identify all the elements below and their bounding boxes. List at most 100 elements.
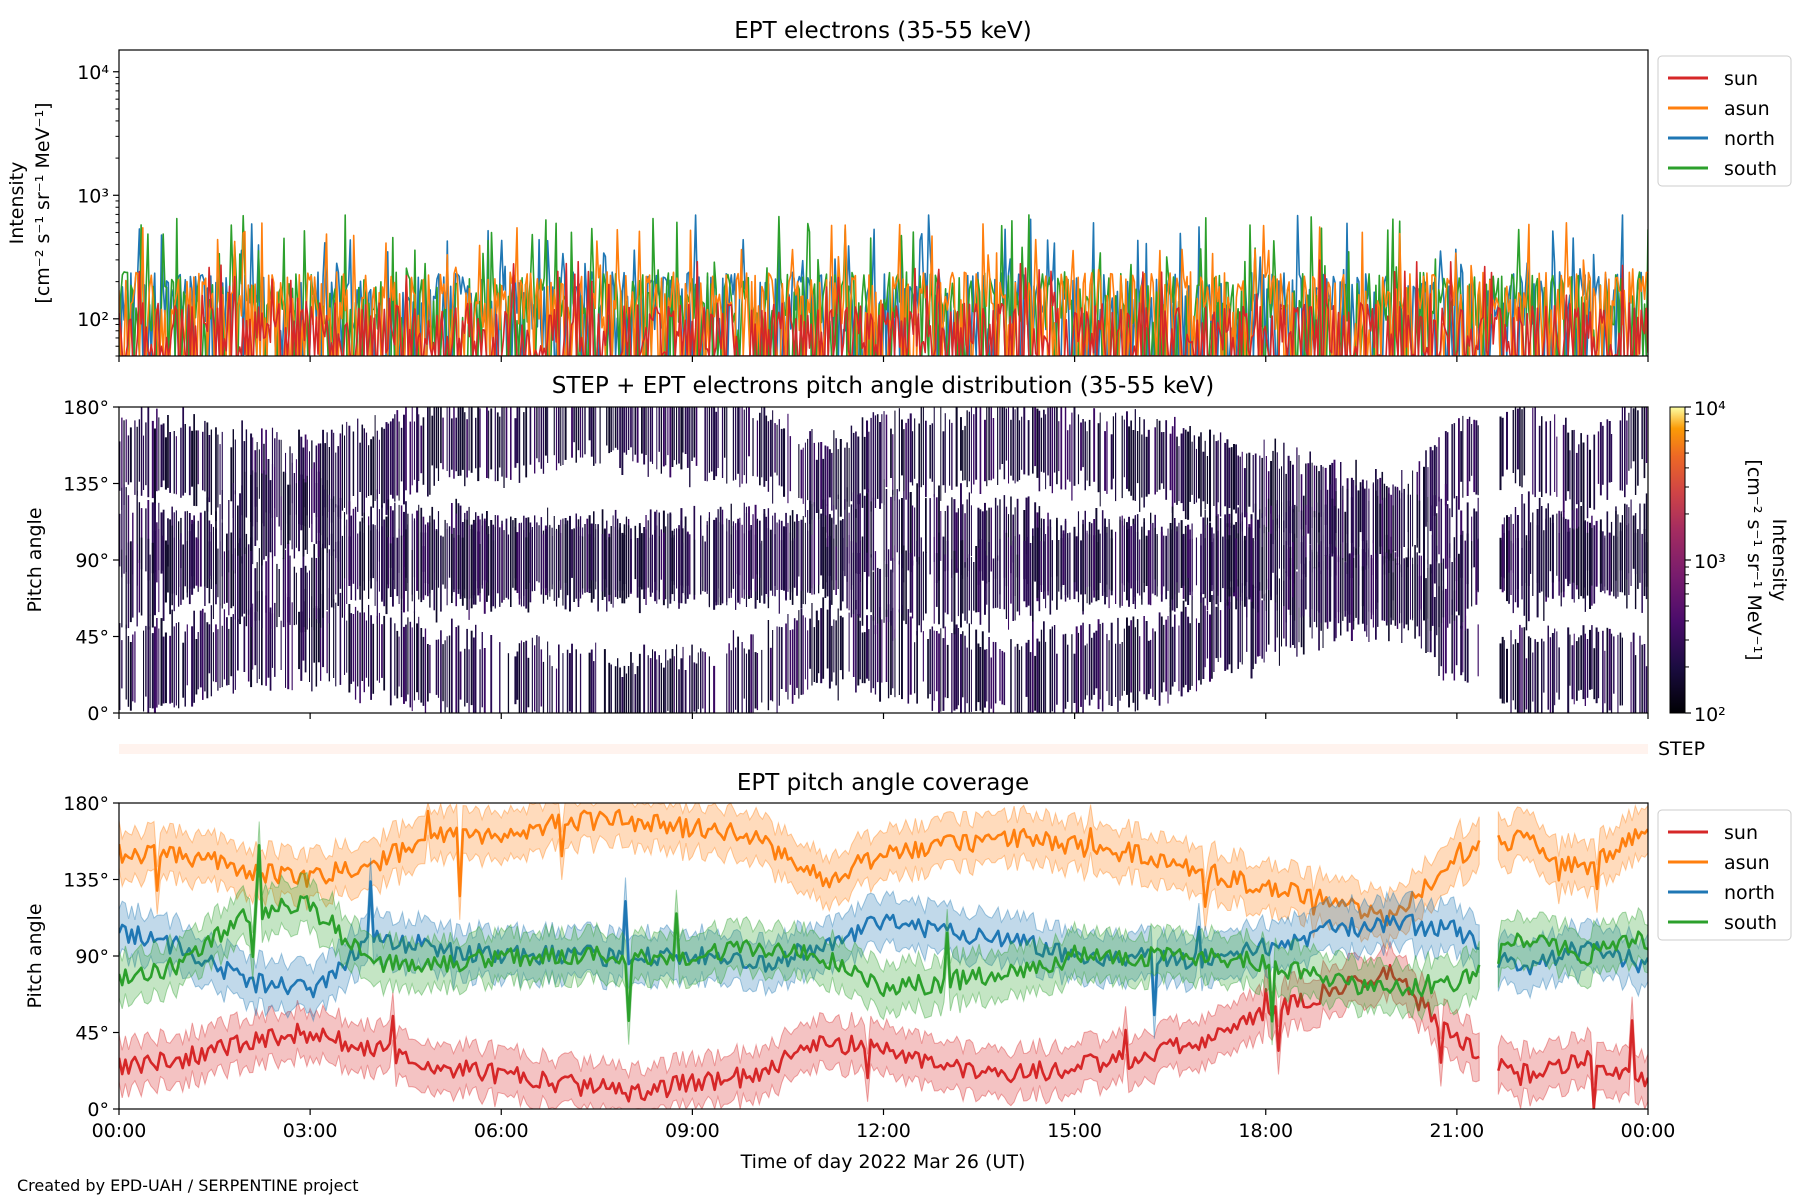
pad-cell-asun [544, 407, 547, 456]
pad-cell-asun [416, 407, 419, 493]
pad-cell-asun [1425, 450, 1427, 527]
pad-cell-asun [188, 426, 191, 496]
pad-cell-north [857, 494, 860, 574]
pad-cell-south [243, 471, 246, 554]
pad-cell-sun [269, 607, 272, 691]
pad-cell-sun [280, 620, 282, 670]
pad-cell-south [824, 538, 827, 598]
pad-cell-asun [1514, 407, 1517, 484]
pad-cell-sun [1641, 644, 1643, 713]
pad-cell-asun [1567, 432, 1570, 492]
pad-cell-sun [571, 643, 573, 713]
pad-cell-north [994, 497, 997, 579]
pad-cell-sun [322, 599, 325, 668]
pad-cell-south [1141, 526, 1143, 605]
pad-cell-sun [243, 616, 246, 672]
pad-cell-north [957, 508, 959, 573]
pad-cell-sun [1032, 621, 1034, 713]
pad-cell-sun [1462, 621, 1464, 673]
pad-cell-south [1333, 546, 1336, 642]
pad-cell-asun [1575, 452, 1578, 505]
pad-cell-sun [1132, 616, 1135, 703]
pad-cell-south [1095, 508, 1098, 602]
pad-cell-sun [232, 614, 234, 694]
pad-cell-sun [285, 593, 287, 688]
coverage-line-north [1497, 940, 1648, 976]
pad-cell-asun [999, 407, 1001, 470]
panel2-plot-area [119, 407, 1648, 713]
pad-cell-asun [427, 407, 429, 497]
pad-cell-sun [1001, 650, 1004, 705]
pad-cell-asun [175, 436, 177, 495]
pad-cell-south [979, 539, 982, 625]
pad-cell-sun [396, 630, 399, 699]
pad-cell-asun [140, 407, 143, 496]
pad-cell-south [440, 535, 442, 612]
pad-cell-south [658, 536, 660, 592]
pad-cell-asun [1038, 410, 1041, 492]
pad-cell-asun [1403, 488, 1405, 547]
pad-cell-north [852, 492, 855, 586]
pad-cell-north [328, 549, 331, 624]
pad-cell-asun [479, 408, 481, 468]
pad-cell-asun [1643, 407, 1646, 479]
pad-cell-asun [818, 442, 820, 519]
pad-cell-south [960, 540, 962, 628]
pad-cell-sun [730, 650, 732, 713]
pad-cell-sun [261, 591, 263, 686]
pad-cell-asun [951, 422, 953, 490]
pad-cell-south [682, 542, 684, 594]
pad-cell-north [892, 489, 894, 573]
pad-cell-sun [684, 670, 687, 713]
pad-cell-asun [721, 407, 724, 478]
pad-cell-south [986, 555, 988, 605]
pad-cell-asun [138, 419, 141, 482]
pad-cell-north [1335, 491, 1337, 576]
pad-cell-south [807, 510, 809, 593]
pad-cell-south [1169, 523, 1172, 613]
pad-cell-south [121, 549, 123, 628]
panel1-ylabel-line2: [cm⁻² s⁻¹ sr⁻¹ MeV⁻¹] [32, 102, 54, 303]
pad-cell-north [1383, 483, 1386, 575]
pad-cell-sun [534, 645, 536, 712]
pad-cell-asun [335, 452, 337, 508]
pad-cell-asun [1204, 440, 1206, 510]
colorbar-tick-label: 10³ [1694, 551, 1726, 573]
pad-cell-south [1530, 522, 1532, 574]
pad-cell-south [988, 542, 990, 633]
pad-cell-sun [769, 647, 772, 701]
pad-cell-south [1547, 503, 1549, 598]
pad-cell-sun [977, 643, 980, 703]
pad-cell-south [935, 553, 938, 607]
pad-cell-south [271, 464, 274, 558]
pad-cell-asun [191, 430, 194, 487]
pad-cell-south [1174, 522, 1176, 612]
pad-cell-south [769, 529, 772, 591]
pad-cell-sun [1541, 638, 1543, 713]
pad-cell-asun [595, 407, 597, 464]
pad-cell-sun [975, 629, 978, 711]
pad-cell-sun [1053, 625, 1056, 713]
pad-cell-south [680, 508, 683, 604]
pad-cell-north [302, 548, 305, 628]
pad-cell-sun [507, 653, 510, 713]
coverage-band-north [119, 857, 1480, 1039]
pad-cell-sun [1602, 630, 1604, 713]
pad-cell-south [1455, 557, 1458, 612]
pad-cell-north [837, 494, 839, 589]
panel1-ylabel-line1: Intensity [6, 162, 28, 245]
pad-cell-south [335, 504, 337, 559]
pad-cell-south [180, 533, 182, 605]
colorbar [1669, 406, 1686, 714]
pad-cell-south [182, 544, 185, 600]
pad-cell-asun [534, 407, 536, 474]
pad-cell-south [1016, 554, 1019, 612]
pad-cell-sun [1571, 645, 1574, 700]
pad-cell-sun [839, 615, 842, 671]
pad-cell-south [667, 513, 669, 609]
pad-cell-south [617, 529, 619, 599]
pad-cell-asun [256, 442, 258, 523]
pad-cell-sun [1160, 616, 1163, 693]
pad-cell-asun [464, 412, 466, 487]
pad-cell-asun [1263, 439, 1265, 534]
